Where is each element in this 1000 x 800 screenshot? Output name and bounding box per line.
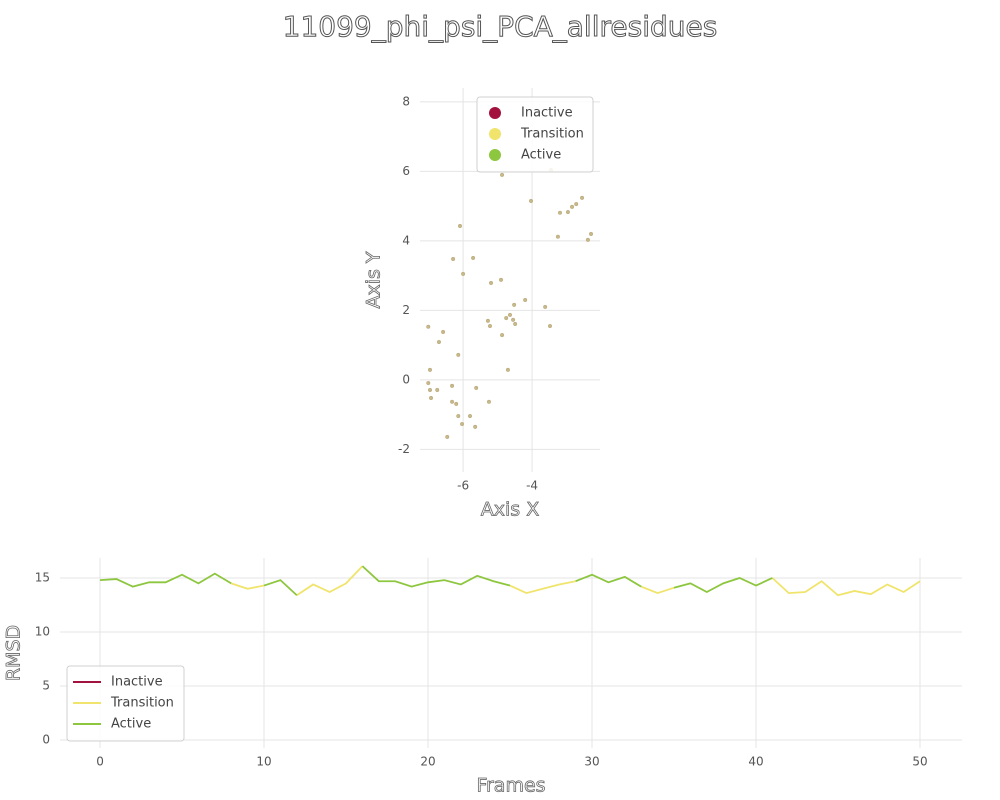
point <box>548 324 553 329</box>
point <box>450 399 455 404</box>
point <box>574 202 579 207</box>
y-tick-label: 10 <box>35 624 50 638</box>
point <box>456 414 461 419</box>
point <box>570 204 575 209</box>
point <box>450 383 455 388</box>
point <box>468 414 473 419</box>
series-line <box>575 573 642 588</box>
point <box>471 255 476 260</box>
point <box>489 280 494 285</box>
point <box>529 198 534 203</box>
point <box>426 381 431 386</box>
y-tick-label: 5 <box>42 678 50 692</box>
point <box>456 352 461 357</box>
point <box>441 329 446 334</box>
point <box>508 312 513 317</box>
y-tick-label: 15 <box>35 570 50 584</box>
point <box>500 172 505 177</box>
series-line <box>296 565 364 597</box>
legend-marker <box>489 107 501 119</box>
point <box>511 317 516 322</box>
y-tick-label: -2 <box>398 442 410 456</box>
x-tick-label: -4 <box>526 479 538 493</box>
legend-label: Active <box>521 148 561 163</box>
point <box>458 223 463 228</box>
series-line <box>771 577 921 597</box>
x-tick-label: 40 <box>748 755 763 769</box>
legend-label: Transition <box>520 127 584 142</box>
point <box>436 340 441 345</box>
x-tick-label: 30 <box>584 755 599 769</box>
point <box>461 271 466 276</box>
point <box>488 324 493 329</box>
x-axis-label: Axis X <box>481 499 539 521</box>
series-line <box>99 572 232 588</box>
point <box>454 401 459 406</box>
point <box>523 297 528 302</box>
x-tick-label: -6 <box>457 479 469 493</box>
point <box>505 367 510 372</box>
point <box>499 277 504 282</box>
legend-marker <box>489 149 501 161</box>
legend-marker <box>489 128 501 140</box>
point <box>474 385 479 390</box>
x-tick-label: 50 <box>912 755 927 769</box>
point <box>485 318 490 323</box>
series-line <box>361 565 511 588</box>
series-line <box>509 580 576 595</box>
series-line <box>640 585 675 595</box>
point <box>445 434 450 439</box>
x-tick-label: 0 <box>96 755 104 769</box>
series-line <box>230 582 265 590</box>
point <box>512 302 517 307</box>
figure-title: 11099_phi_psi_PCA_allresidues <box>283 10 718 43</box>
point <box>555 234 560 239</box>
point <box>565 210 570 215</box>
x-tick-label: 10 <box>256 755 271 769</box>
point <box>589 231 594 236</box>
point <box>428 367 433 372</box>
legend-label: Transition <box>110 696 174 711</box>
point <box>543 304 548 309</box>
point <box>504 316 509 321</box>
point <box>435 387 440 392</box>
y-tick-label: 0 <box>42 733 50 747</box>
x-axis-label: Frames <box>476 775 545 797</box>
y-tick-label: 8 <box>402 94 410 108</box>
y-tick-label: 6 <box>402 164 410 178</box>
series-line <box>263 579 298 596</box>
legend-label: Inactive <box>521 106 573 121</box>
point <box>429 395 434 400</box>
point <box>426 324 431 329</box>
y-axis-label: RMSD <box>3 625 25 681</box>
point <box>580 195 585 200</box>
point <box>428 387 433 392</box>
point <box>500 333 505 338</box>
point <box>585 237 590 242</box>
y-tick-label: 0 <box>402 372 410 386</box>
point <box>460 422 465 427</box>
series-line <box>673 577 773 594</box>
y-axis-label: Axis Y <box>363 251 385 308</box>
x-tick-label: 20 <box>420 755 435 769</box>
y-tick-label: 2 <box>402 303 410 317</box>
y-tick-label: 4 <box>402 233 410 247</box>
legend-label: Inactive <box>111 675 163 690</box>
legend-box <box>476 96 594 173</box>
point <box>513 321 518 326</box>
point <box>486 399 491 404</box>
point <box>473 424 478 429</box>
point <box>558 210 563 215</box>
point <box>451 256 456 261</box>
legend-label: Active <box>111 717 151 732</box>
legend-box <box>66 665 185 742</box>
